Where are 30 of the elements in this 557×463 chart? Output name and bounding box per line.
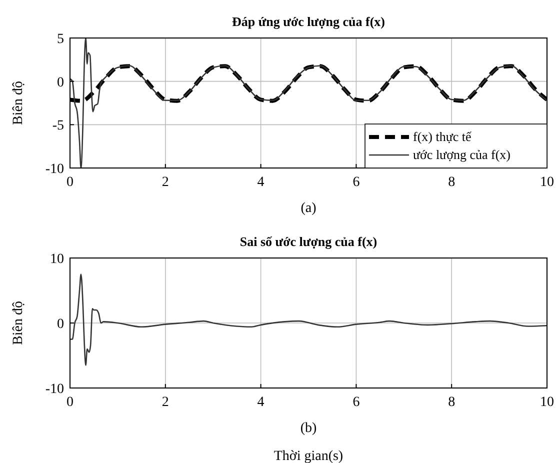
legend-label: ước lượng của f(x) xyxy=(413,147,510,162)
x-tick-label: 2 xyxy=(162,175,169,190)
line-series xyxy=(70,274,547,366)
x-tick-label: 8 xyxy=(448,175,456,190)
text: (a) xyxy=(300,201,317,216)
chart-title: Đáp ứng ước lượng của f(x) xyxy=(232,14,385,29)
x-tick-label: 10 xyxy=(540,395,554,410)
x-tick-label: 4 xyxy=(257,395,264,410)
x-tick-label: 6 xyxy=(352,395,360,410)
y-tick-label: -5 xyxy=(52,118,64,134)
y-tick-label: 0 xyxy=(57,75,64,90)
x-tick-label: 4 xyxy=(257,175,264,190)
x-tick-label: 8 xyxy=(448,395,456,410)
chart-title: Sai số ước lượng của f(x) xyxy=(240,234,378,249)
legend-label: f(x) thực tế xyxy=(413,129,473,144)
y-tick-label: 10 xyxy=(50,252,64,267)
x-tick-label: 6 xyxy=(352,175,360,190)
y-tick-label: 5 xyxy=(57,32,64,47)
text: (b) xyxy=(300,421,317,436)
line-series xyxy=(70,38,547,168)
x-axis-title: Thời gian(s) xyxy=(274,449,344,463)
x-tick-label: 0 xyxy=(66,395,74,410)
y-axis-title: Biên độ xyxy=(11,301,26,345)
x-tick-label: 2 xyxy=(162,395,169,410)
x-tick-label: 10 xyxy=(540,175,554,190)
y-tick-label: -10 xyxy=(45,382,64,397)
y-tick-label: 0 xyxy=(57,317,64,332)
x-tick-label: 0 xyxy=(66,175,74,190)
y-axis-title: Biên độ xyxy=(11,81,26,125)
y-tick-label: -10 xyxy=(45,162,64,177)
